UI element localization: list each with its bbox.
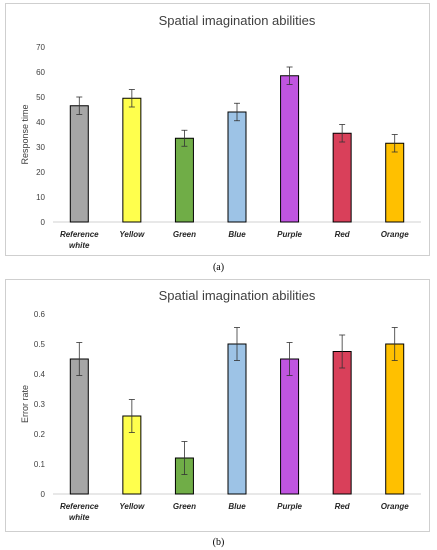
chart-b-ytick: 0.3: [34, 400, 46, 409]
chart-a-category-label: Red: [335, 230, 351, 239]
chart-b-ytick: 0.6: [34, 310, 46, 319]
chart-b-ytick: 0.5: [34, 340, 46, 349]
chart-a-ytick: 50: [36, 93, 45, 102]
chart-a-bar: [385, 142, 405, 223]
chart-b-ytick: 0.4: [34, 370, 46, 379]
chart-a-bar: [280, 75, 300, 223]
chart-a-category-label: Purple: [277, 230, 302, 239]
chart-b-category-label: Blue: [228, 502, 246, 511]
chart-a-ytick: 10: [36, 193, 45, 202]
chart-a-svg: Spatial imagination abilities Response ti…: [20, 13, 421, 250]
chart-b-bar: [385, 343, 405, 495]
chart-a-category-label: white: [69, 241, 90, 250]
panel-label-a: (a): [212, 262, 225, 273]
chart-a-ylabel: Response time: [20, 104, 30, 164]
chart-a-ytick: 60: [36, 68, 45, 77]
chart-a-title: Spatial imagination abilities: [159, 13, 316, 28]
chart-a-ytick: 40: [36, 118, 45, 127]
chart-b-category-label: Orange: [381, 502, 410, 511]
chart-b-bar: [280, 358, 300, 495]
chart-b-svg: Spatial imagination abilities Error rate 0…: [20, 288, 421, 522]
chart-a-category-label: Green: [173, 230, 196, 239]
chart-b-ytick: 0.1: [34, 460, 46, 469]
chart-b-ylabel: Error rate: [20, 385, 30, 423]
chart-b-category-label: white: [69, 513, 90, 522]
chart-b-bar: [69, 358, 89, 495]
chart-panel-b: Spatial imagination abilities Error rate 0…: [5, 279, 430, 532]
chart-panel-a: Spatial imagination abilities Response ti…: [5, 3, 430, 256]
chart-b-category-label: Purple: [277, 502, 302, 511]
chart-a-ytick: 30: [36, 143, 45, 152]
chart-b-category-label: Green: [173, 502, 196, 511]
chart-b-ytick: 0.2: [34, 430, 46, 439]
chart-b-title: Spatial imagination abilities: [159, 288, 316, 303]
chart-b-category-label: Reference: [60, 502, 99, 511]
chart-a-ytick: 20: [36, 168, 45, 177]
panel-label-b: (b): [212, 537, 225, 548]
chart-a-bar: [332, 132, 352, 223]
chart-a-bar: [227, 111, 247, 223]
chart-b-bar: [332, 351, 352, 495]
chart-a-category-label: Yellow: [119, 230, 145, 239]
chart-a-bar: [122, 97, 142, 223]
chart-a-category-label: Blue: [228, 230, 246, 239]
chart-a-bar: [69, 105, 89, 223]
chart-a-ytick: 70: [36, 43, 45, 52]
chart-b-category-label: Red: [335, 502, 351, 511]
chart-a-category-label: Orange: [381, 230, 410, 239]
chart-b-category-label: Yellow: [119, 502, 145, 511]
chart-a-bar: [174, 137, 194, 223]
chart-b-ytick: 0: [41, 490, 46, 499]
chart-a-category-label: Reference: [60, 230, 99, 239]
chart-b-bar: [227, 343, 247, 495]
chart-a-ytick: 0: [41, 218, 46, 227]
